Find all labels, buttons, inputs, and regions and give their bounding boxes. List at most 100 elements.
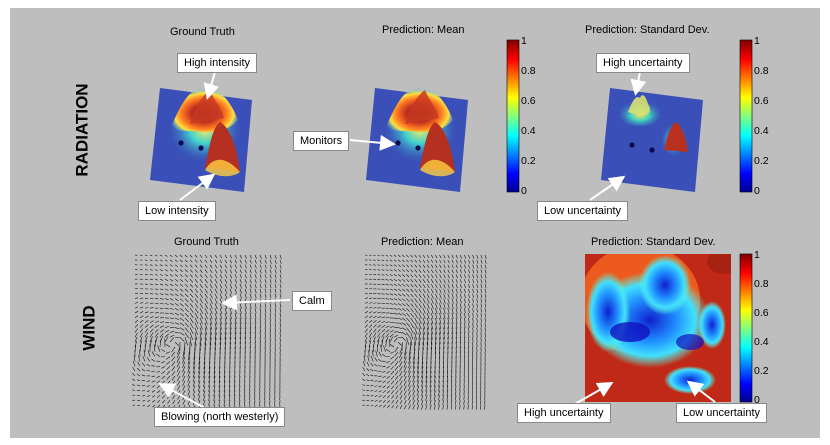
wind-vector xyxy=(264,259,267,264)
wind-vector xyxy=(406,298,410,303)
wind-vector xyxy=(366,384,370,386)
wind-vector xyxy=(133,355,136,362)
wind-vector xyxy=(362,367,366,372)
wind-vector xyxy=(157,399,161,403)
wind-vector xyxy=(476,327,478,333)
wind-vector xyxy=(443,274,446,279)
wind-vector xyxy=(184,322,190,328)
wind-vector xyxy=(174,298,179,302)
wind-vector xyxy=(484,332,486,338)
wind-vector xyxy=(406,288,410,293)
wind-vector xyxy=(390,385,395,390)
wind-vector xyxy=(406,312,411,318)
wind-vector xyxy=(219,259,223,264)
wind-vector xyxy=(169,307,174,311)
wind-vector xyxy=(418,264,422,268)
wind-vector xyxy=(274,279,277,284)
wind-vector xyxy=(472,303,474,308)
wind-vector xyxy=(274,317,277,323)
wind-vector xyxy=(391,404,395,409)
wind-vector xyxy=(279,288,282,294)
wind-vector xyxy=(406,278,410,283)
wind-vector xyxy=(430,332,433,340)
wind-vector xyxy=(438,385,440,392)
wind-vector xyxy=(402,332,407,336)
wind-vector xyxy=(254,269,257,274)
wind-vector xyxy=(370,368,374,372)
wind-vector xyxy=(409,346,411,356)
wind-vector xyxy=(389,312,394,314)
wind-vector xyxy=(229,259,232,264)
wind-vector xyxy=(194,259,198,263)
wind-vector xyxy=(433,395,436,401)
wind-vector xyxy=(410,308,414,313)
wind-vector xyxy=(443,303,446,309)
wind-vector xyxy=(451,312,454,319)
wind-vector xyxy=(408,395,411,401)
wind-vector xyxy=(249,308,252,314)
wind-vector xyxy=(430,274,434,279)
wind-vector xyxy=(204,337,207,346)
wind-vector xyxy=(443,293,446,299)
wind-vector xyxy=(264,317,267,323)
wind-vector xyxy=(418,312,422,319)
wind-vector xyxy=(218,390,221,397)
wind-vector xyxy=(381,288,385,290)
wind-vector xyxy=(144,264,148,266)
wind-vector xyxy=(197,380,201,388)
wind-vector xyxy=(382,375,386,378)
wind-vector xyxy=(393,264,397,267)
wind-vector xyxy=(377,278,381,281)
wind-vector xyxy=(381,339,384,347)
wind-vector xyxy=(179,259,183,263)
wind-vector xyxy=(439,332,441,340)
wind-vector xyxy=(393,312,398,315)
wind-vector xyxy=(476,254,479,259)
wind-vector xyxy=(464,279,466,284)
wind-vector xyxy=(204,283,208,289)
wind-vector xyxy=(264,313,267,318)
wind-vector xyxy=(414,274,418,278)
wind-vector xyxy=(390,375,395,380)
wind-vector xyxy=(402,303,406,307)
wind-vector xyxy=(389,293,394,296)
wind-vector xyxy=(192,361,196,369)
wind-vector xyxy=(224,259,228,264)
wind-vector xyxy=(406,254,409,258)
wind-vector xyxy=(425,380,428,387)
wind-vector xyxy=(224,279,228,284)
wind-vector xyxy=(169,331,175,333)
wind-vector xyxy=(410,298,414,303)
wind-vector xyxy=(468,303,470,308)
wind-vector xyxy=(414,254,418,258)
wind-vector xyxy=(447,293,450,299)
wind-vector xyxy=(373,302,377,304)
wind-vector xyxy=(219,366,221,374)
wind-vector xyxy=(389,298,394,301)
wind-vector xyxy=(264,264,267,269)
wind-vector xyxy=(214,308,218,315)
wind-vector xyxy=(182,351,186,360)
wind-vector xyxy=(259,317,262,324)
wind-vector xyxy=(188,346,191,356)
wind-vector xyxy=(224,337,227,345)
wind-vector xyxy=(484,274,487,279)
wind-vector xyxy=(269,327,271,333)
wind-vector xyxy=(468,322,470,328)
wind-vector xyxy=(468,254,471,259)
wind-vector xyxy=(408,385,411,391)
wind-vector xyxy=(399,346,403,354)
wind-vector xyxy=(399,375,403,381)
wind-vector xyxy=(176,361,181,368)
wind-vector xyxy=(377,269,381,271)
wind-vector xyxy=(374,399,378,402)
wind-vector xyxy=(408,366,411,373)
wind-vector xyxy=(213,375,216,383)
wind-vector xyxy=(169,264,173,267)
wind-vector xyxy=(399,395,403,400)
wind-vector xyxy=(223,390,226,397)
wind-vector xyxy=(218,371,221,378)
wind-vector xyxy=(373,264,376,266)
wind-vector xyxy=(254,259,257,264)
